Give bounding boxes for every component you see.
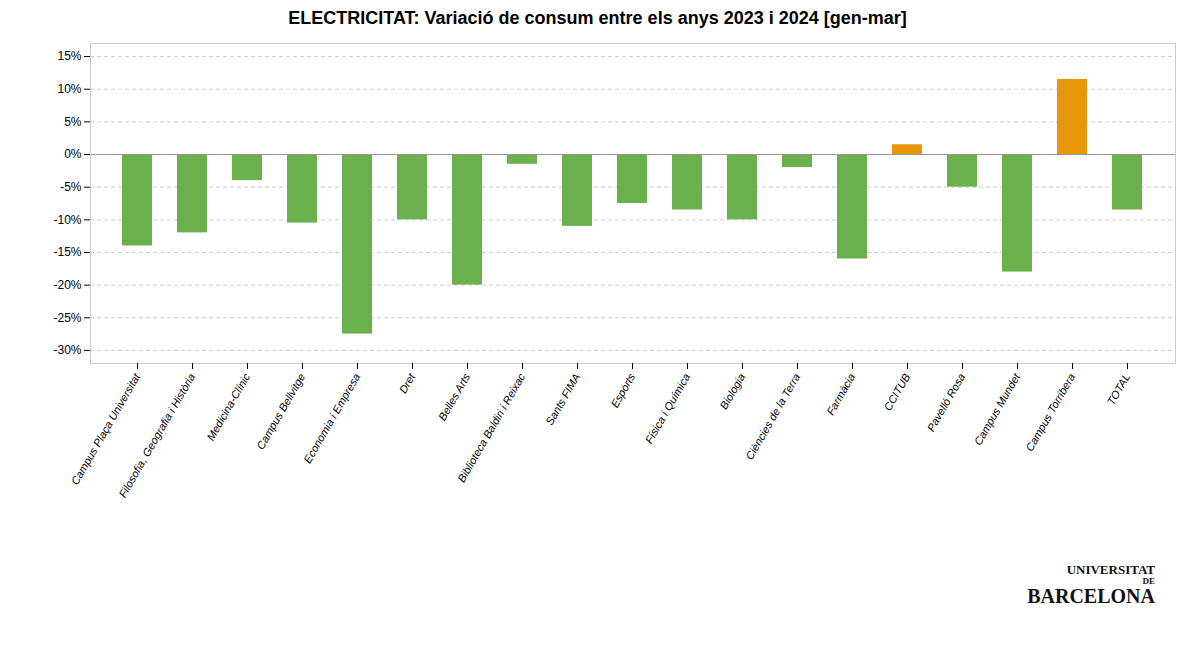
svg-text:Biologia: Biologia [717, 371, 747, 411]
svg-text:0%: 0% [64, 147, 82, 161]
svg-text:Belles Arts: Belles Arts [436, 371, 473, 423]
svg-text:Farmàcia: Farmàcia [824, 371, 857, 417]
svg-text:5%: 5% [64, 115, 82, 129]
html-text:BARCELONA: BARCELONA [1027, 585, 1155, 608]
svg-text:Medicina-Clínic: Medicina-Clínic [204, 371, 252, 443]
svg-text:TOTAL: TOTAL [1105, 371, 1133, 407]
svg-text:Economia i Empresa: Economia i Empresa [301, 371, 362, 465]
svg-text:10%: 10% [57, 82, 81, 96]
svg-text:-25%: -25% [53, 311, 81, 325]
svg-text:Pavelló Rosa: Pavelló Rosa [924, 371, 967, 433]
svg-text:Física i Química: Física i Química [642, 371, 692, 445]
svg-text:Campus Torribera: Campus Torribera [1023, 371, 1077, 453]
svg-text:Campus Plaça Universitat: Campus Plaça Universitat [68, 371, 143, 487]
svg-text:15%: 15% [57, 49, 81, 63]
svg-text:-20%: -20% [53, 278, 81, 292]
svg-text:-10%: -10% [53, 213, 81, 227]
html-text:UNIVERSITAT: UNIVERSITAT [1066, 562, 1155, 577]
html-text:DE: DE [1142, 575, 1155, 586]
svg-text:Ciències de la Terra: Ciències de la Terra [743, 371, 802, 461]
svg-text:Esports: Esports [608, 371, 637, 410]
svg-text:Campus Bellvitge: Campus Bellvitge [254, 371, 307, 451]
svg-text:Sants FIMA: Sants FIMA [543, 371, 582, 427]
html-text:ELECTRICITAT: Variació de cons: ELECTRICITAT: Variació de consum entre e… [288, 8, 907, 28]
svg-text:Biblioteca Baldiri i Reixac: Biblioteca Baldiri i Reixac [455, 371, 527, 484]
svg-text:Filosofia, Geografia i Històri: Filosofia, Geografia i Història [116, 371, 197, 499]
svg-text:CCITUB: CCITUB [881, 371, 912, 412]
svg-text:-15%: -15% [53, 245, 81, 259]
svg-text:Dret: Dret [396, 370, 417, 395]
svg-text:-30%: -30% [53, 343, 81, 357]
svg-text:Campus Mundet: Campus Mundet [972, 370, 1023, 447]
svg-text:-5%: -5% [60, 180, 82, 194]
